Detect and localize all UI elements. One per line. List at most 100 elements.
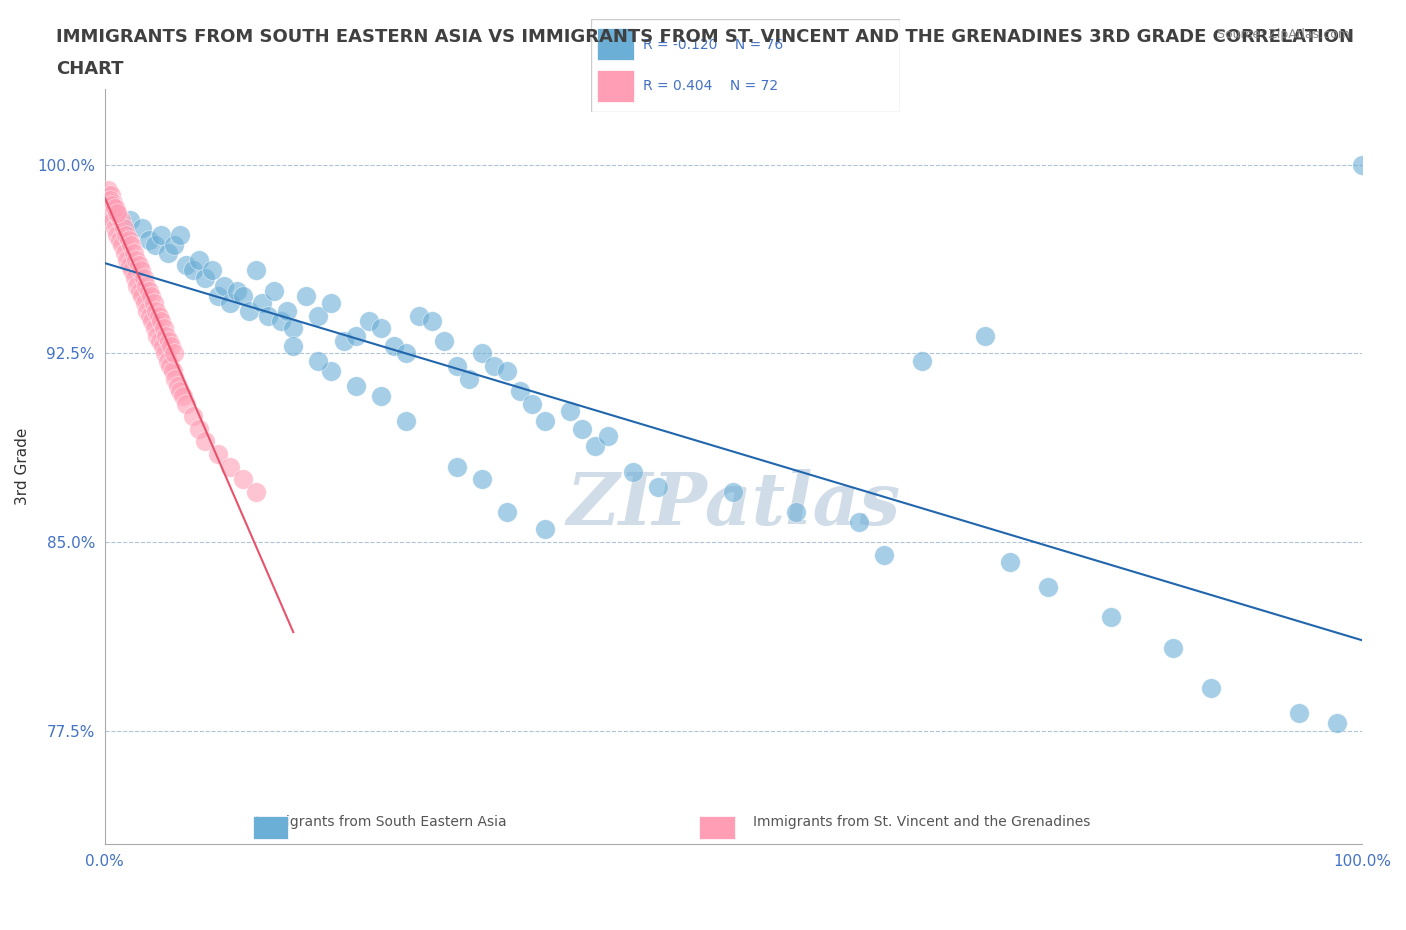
- blue: [181, 263, 204, 278]
- pink: [181, 409, 204, 424]
- pink: [96, 188, 118, 203]
- pink: [159, 359, 181, 374]
- blue: [332, 334, 354, 349]
- blue: [471, 472, 494, 486]
- blue: [1351, 157, 1374, 172]
- blue: [723, 485, 745, 499]
- pink: [152, 321, 174, 336]
- pink: [98, 193, 121, 207]
- blue: [245, 263, 267, 278]
- blue: [420, 313, 443, 328]
- Bar: [596, 28, 634, 60]
- Text: Source: ZipAtlas.com: Source: ZipAtlas.com: [1216, 28, 1350, 41]
- pink: [104, 203, 127, 218]
- blue: [558, 404, 581, 418]
- pink: [188, 421, 211, 436]
- pink: [150, 313, 173, 328]
- blue: [276, 303, 298, 318]
- blue: [319, 296, 342, 311]
- blue: [973, 328, 995, 343]
- blue: [1199, 681, 1222, 696]
- pink: [134, 296, 156, 311]
- blue: [1099, 610, 1122, 625]
- blue: [212, 278, 235, 293]
- Text: Immigrants from South Eastern Asia: Immigrants from South Eastern Asia: [256, 815, 508, 829]
- pink: [166, 379, 188, 393]
- pink: [165, 371, 187, 386]
- blue: [131, 220, 153, 235]
- pink: [245, 485, 267, 499]
- pink: [127, 278, 149, 293]
- pink: [122, 246, 145, 260]
- blue: [219, 296, 242, 311]
- Text: ZIPatlas: ZIPatlas: [567, 469, 900, 539]
- pink: [160, 339, 183, 353]
- pink: [100, 203, 122, 218]
- pink: [110, 213, 132, 228]
- Y-axis label: 3rd Grade: 3rd Grade: [15, 428, 30, 505]
- blue: [446, 359, 468, 374]
- pink: [103, 213, 125, 228]
- blue: [156, 246, 179, 260]
- blue: [344, 328, 367, 343]
- blue: [370, 389, 392, 404]
- pink: [135, 278, 157, 293]
- blue: [370, 321, 392, 336]
- pink: [117, 253, 139, 268]
- pink: [115, 228, 138, 243]
- blue: [188, 253, 211, 268]
- pink: [101, 198, 124, 213]
- blue: [533, 522, 555, 537]
- pink: [118, 258, 141, 272]
- pink: [136, 303, 159, 318]
- blue: [176, 258, 198, 272]
- blue: [295, 288, 318, 303]
- blue: [496, 504, 519, 519]
- blue: [163, 238, 186, 253]
- pink: [148, 308, 170, 323]
- blue: [911, 353, 934, 368]
- pink: [143, 321, 166, 336]
- pink: [155, 328, 177, 343]
- pink: [117, 232, 139, 247]
- pink: [156, 353, 179, 368]
- blue: [395, 346, 418, 361]
- pink: [141, 313, 163, 328]
- blue: [395, 414, 418, 429]
- blue: [1326, 716, 1348, 731]
- blue: [533, 414, 555, 429]
- pink: [97, 182, 120, 197]
- pink: [232, 472, 254, 486]
- blue: [283, 321, 305, 336]
- blue: [647, 479, 669, 494]
- blue: [848, 514, 870, 529]
- pink: [98, 195, 121, 210]
- blue: [319, 364, 342, 379]
- blue: [408, 308, 430, 323]
- pink: [128, 258, 150, 272]
- blue: [621, 464, 644, 479]
- blue: [873, 547, 896, 562]
- pink: [108, 232, 131, 247]
- pink: [169, 384, 191, 399]
- pink: [114, 246, 136, 260]
- blue: [571, 421, 593, 436]
- blue: [1288, 706, 1310, 721]
- Text: Immigrants from St. Vincent and the Grenadines: Immigrants from St. Vincent and the Gren…: [754, 815, 1091, 829]
- blue: [344, 379, 367, 393]
- pink: [139, 308, 162, 323]
- blue: [458, 371, 481, 386]
- pink: [142, 296, 165, 311]
- pink: [100, 188, 122, 203]
- pink: [120, 238, 142, 253]
- pink: [121, 263, 143, 278]
- pink: [176, 396, 198, 411]
- blue: [1036, 579, 1059, 594]
- pink: [145, 303, 167, 318]
- pink: [104, 220, 127, 235]
- blue: [232, 288, 254, 303]
- pink: [101, 207, 124, 222]
- pink: [138, 283, 160, 298]
- blue: [225, 283, 247, 298]
- pink: [131, 288, 153, 303]
